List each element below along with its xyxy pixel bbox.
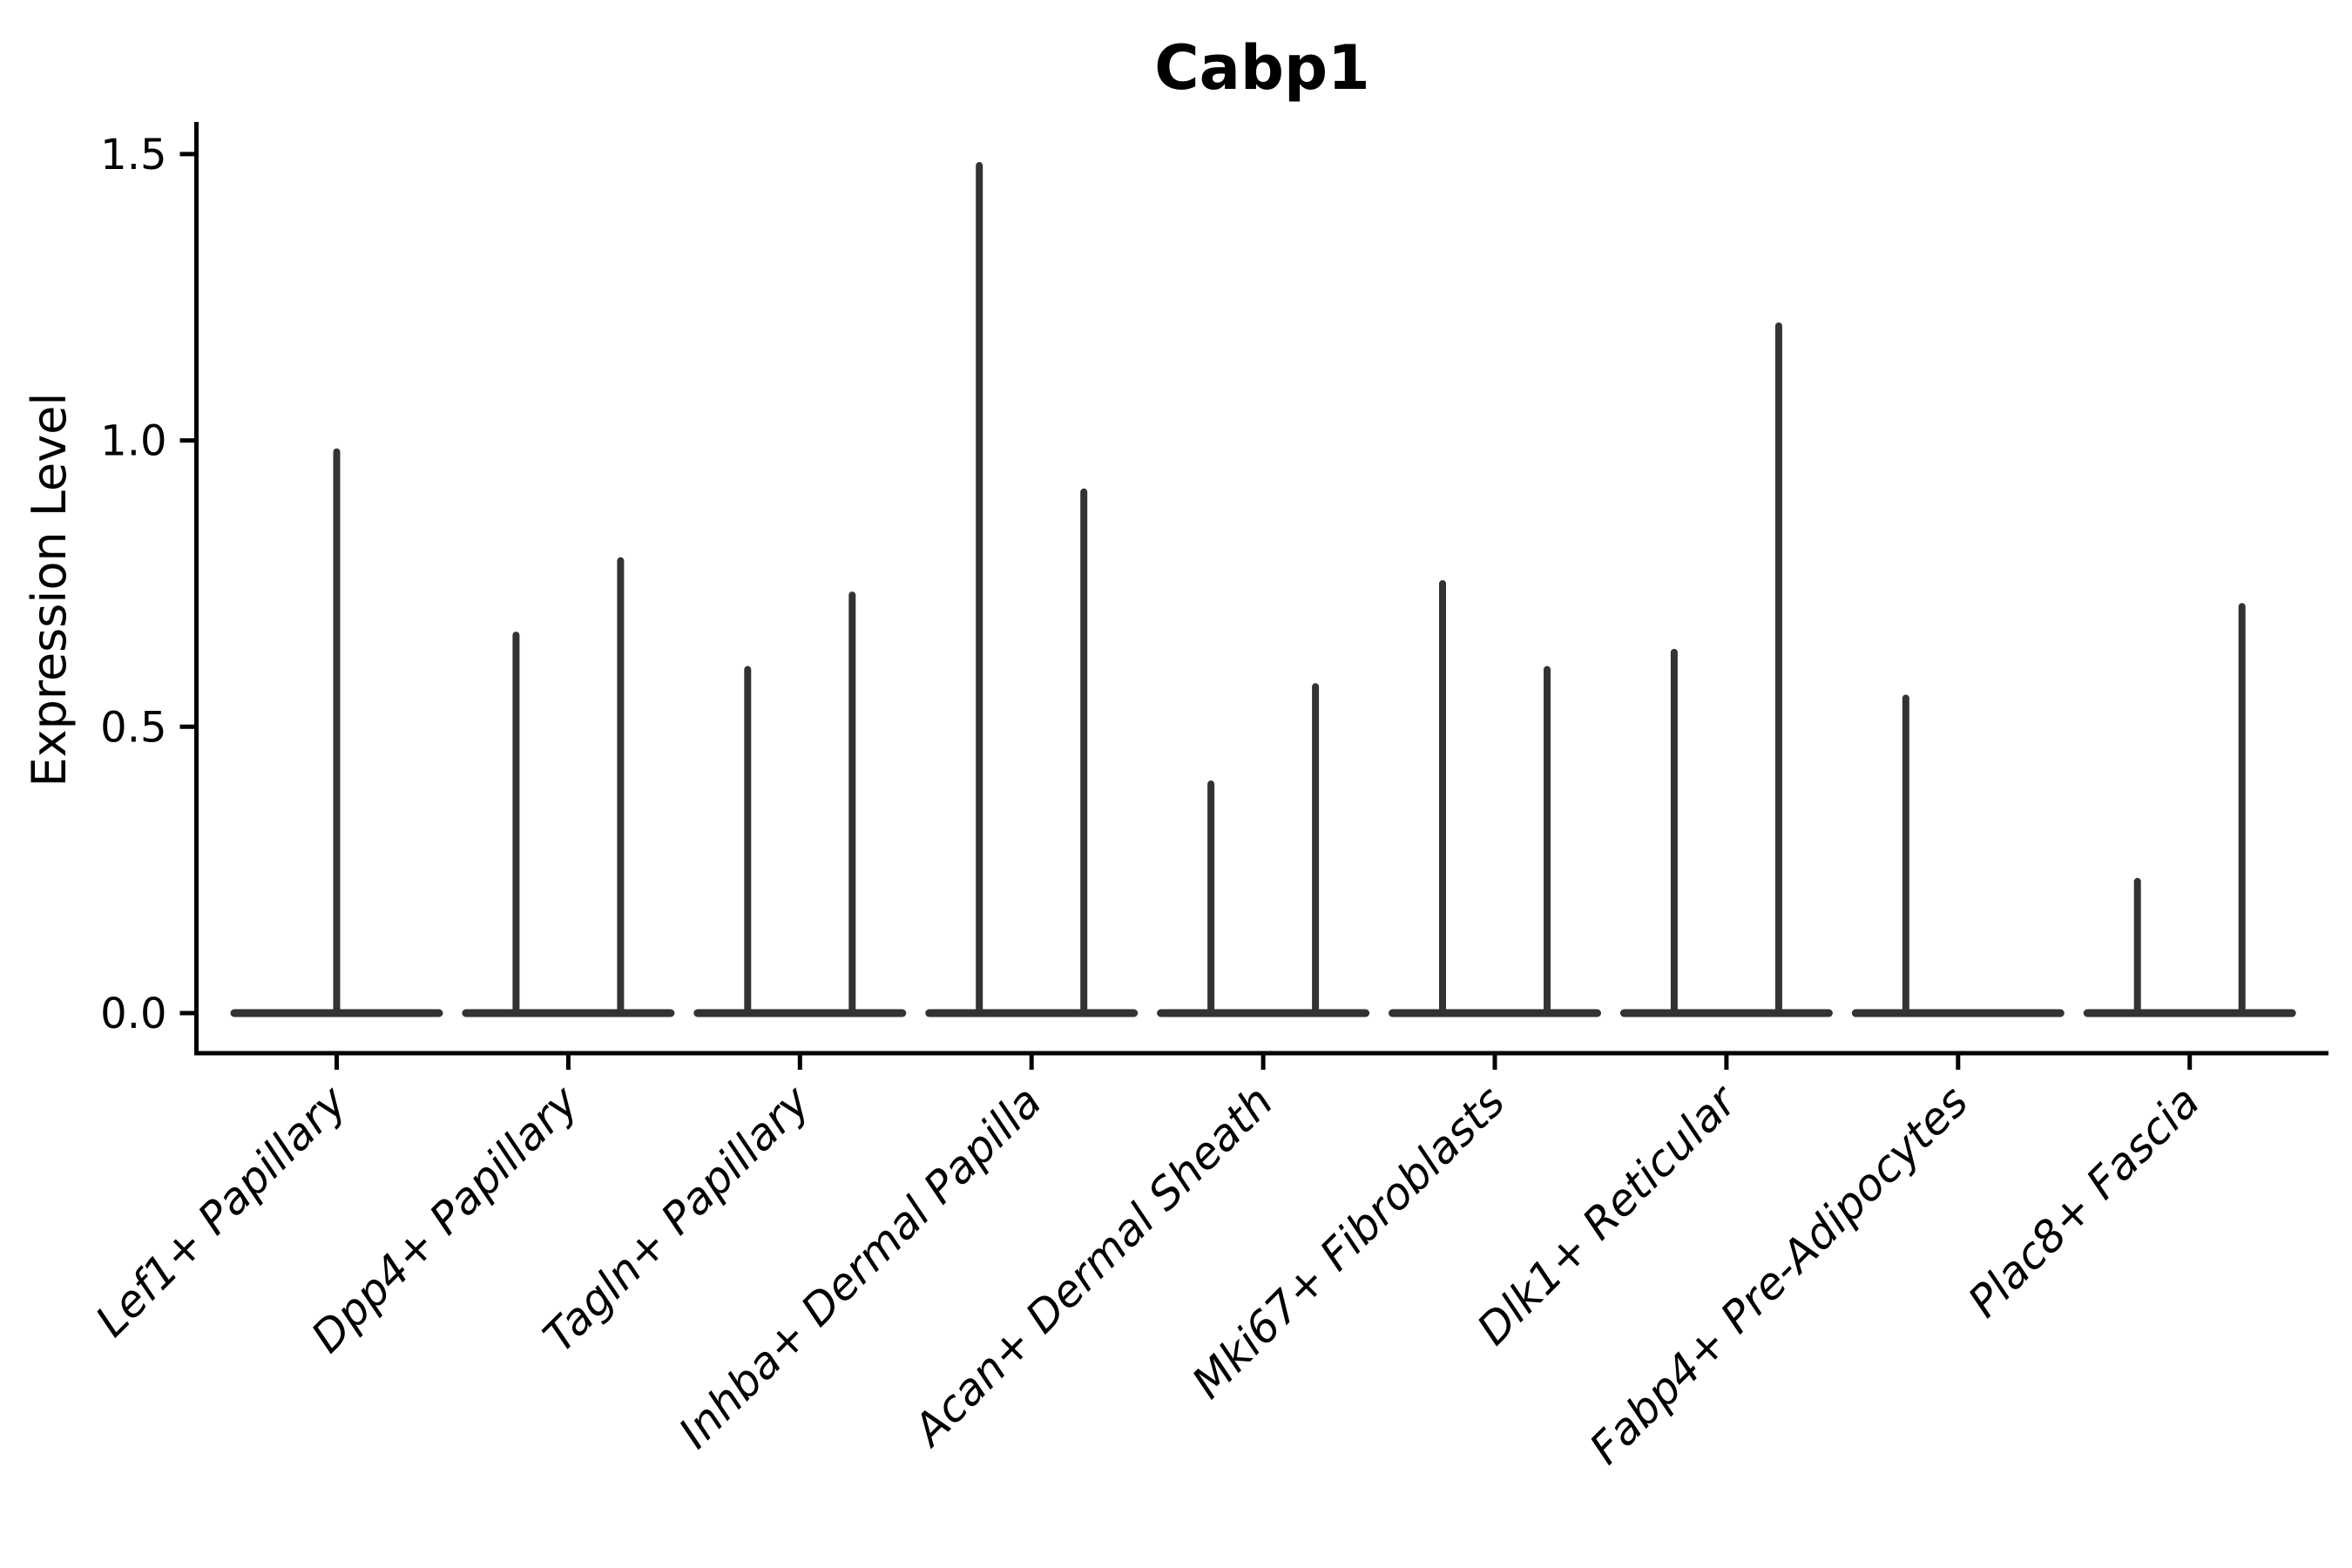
violin-baseline <box>462 1009 675 1017</box>
y-tick-label: 0.0 <box>100 990 166 1038</box>
violin-baseline <box>693 1009 907 1017</box>
x-tick-label: Fabp4+ Pre-Adipocytes <box>1580 1076 1978 1474</box>
violin-baseline <box>2083 1009 2296 1017</box>
y-tick-label: 1.0 <box>100 417 166 466</box>
violin-baseline <box>1157 1009 1370 1017</box>
y-tick-label: 1.5 <box>100 131 166 179</box>
violin-baseline <box>925 1009 1139 1017</box>
violin-baseline <box>1619 1009 1833 1017</box>
violin-baseline <box>1851 1009 2065 1017</box>
y-tick-label: 0.5 <box>100 703 166 752</box>
violin-baseline <box>1389 1009 1601 1017</box>
axes-layer <box>179 122 2328 1070</box>
y-axis-label: Expression Level <box>22 393 77 787</box>
violins-layer <box>230 162 2296 1017</box>
y-tick-labels: 0.0 0.5 1.0 1.5 <box>100 131 166 1038</box>
chart-title: Cabp1 <box>1154 32 1370 104</box>
x-tick-label: Lef1+ Papillary <box>86 1075 357 1346</box>
x-tick-label: Plac8+ Fascia <box>1958 1076 2209 1327</box>
